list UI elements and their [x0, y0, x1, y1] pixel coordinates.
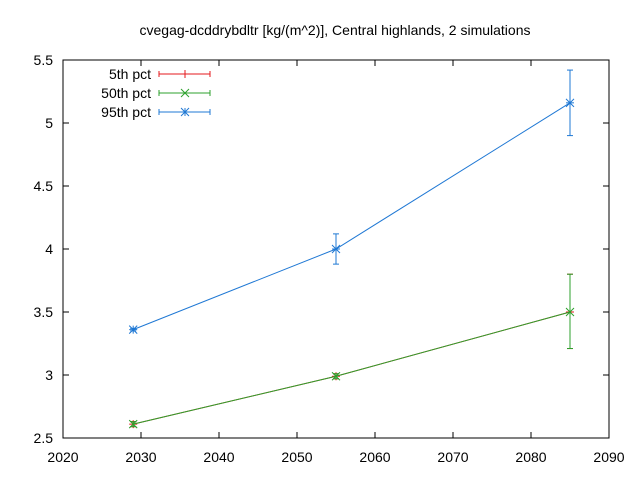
- x-tick-label: 2090: [593, 449, 624, 465]
- series-5th-pct: [129, 273, 574, 429]
- y-tick-label: 5: [45, 115, 53, 131]
- x-tick-label: 2040: [203, 449, 234, 465]
- legend-marker: [180, 88, 190, 98]
- series-95th-pct: [128, 69, 575, 334]
- marker-stroke: [565, 307, 575, 317]
- marker-stroke: [331, 244, 341, 254]
- marker-stroke: [565, 98, 575, 108]
- series-50th-pct: [128, 273, 575, 429]
- series-line: [133, 102, 571, 331]
- x-tick-label: 2070: [437, 449, 468, 465]
- y-tick-label: 2.5: [34, 430, 54, 446]
- marker-stroke: [128, 325, 138, 334]
- series-line: [133, 311, 571, 425]
- legend-entry: 5th pct: [109, 66, 211, 82]
- x-tick-label: 2050: [281, 449, 312, 465]
- plot-area: [128, 69, 575, 429]
- legend-entry: 50th pct: [101, 85, 211, 101]
- x-tick-label: 2080: [515, 449, 546, 465]
- y-tick-label: 4.5: [34, 178, 54, 194]
- y-tick-label: 3: [45, 367, 53, 383]
- axes: 2.5 3 3.5 4 4.5 5 5.5 2020 2030 2040 2050 2060 2070 2…: [34, 52, 625, 465]
- data-point: [128, 419, 138, 429]
- marker-stroke: [331, 371, 341, 381]
- marker-stroke: [180, 88, 190, 98]
- data-point: [565, 98, 575, 108]
- x-tick-label: 2060: [359, 449, 390, 465]
- legend-label: 5th pct: [109, 66, 151, 82]
- series-line: [133, 311, 571, 425]
- y-tick-label: 3.5: [34, 304, 54, 320]
- marker-stroke: [180, 107, 190, 117]
- chart-title: cvegag-dcddrybdltr [kg/(m^2)], Central h…: [140, 22, 531, 38]
- data-point: [331, 244, 341, 254]
- y-tick-label: 5.5: [34, 52, 54, 68]
- x-tick-label: 2030: [125, 449, 156, 465]
- legend-label: 95th pct: [101, 104, 151, 120]
- data-point: [128, 325, 138, 334]
- legend: 5th pct 50th pct 95th pct: [101, 66, 211, 120]
- data-point: [565, 307, 575, 317]
- legend-label: 50th pct: [101, 85, 151, 101]
- marker-stroke: [128, 419, 138, 429]
- legend-marker: [181, 70, 189, 78]
- legend-marker: [180, 107, 190, 117]
- y-tick-label: 4: [45, 241, 53, 257]
- data-point: [331, 371, 341, 381]
- x-tick-label: 2020: [47, 449, 78, 465]
- legend-entry: 95th pct: [101, 104, 211, 120]
